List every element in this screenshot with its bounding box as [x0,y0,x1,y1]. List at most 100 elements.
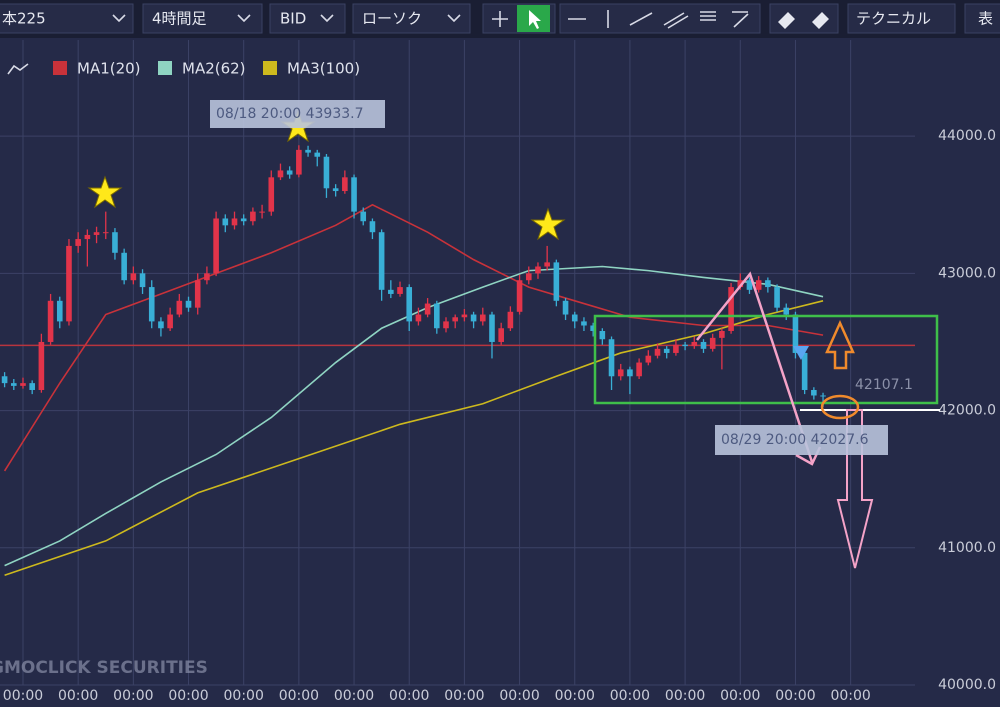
x-tick-label: 00:00 [389,688,429,704]
candle-body [56,300,63,322]
x-tick-label: 00:00 [224,688,264,704]
candle-body [369,221,376,233]
chevron [320,14,334,23]
candle-body [305,149,311,153]
candle-body [1,376,8,384]
legend-label: MA3(100) [287,60,360,78]
candle-body [452,317,459,322]
candle-body [581,321,587,326]
candle-body [765,280,771,288]
candle-body [728,287,734,331]
candle-body [820,395,826,397]
crosshair-label: 08/18 20:00 43933.7 [216,106,364,122]
candle-body [66,245,72,322]
candle-body [406,287,413,322]
candle-body [277,170,284,178]
crosshair-label-box [210,100,385,128]
candle-body [489,314,495,342]
candle-body [240,218,247,222]
candle-body [617,369,624,377]
candle-body [461,314,468,318]
candle-body [553,262,560,301]
candle-body [811,389,817,396]
y-tick-label: 41000.0 [938,540,996,556]
candle-body [148,287,155,322]
x-tick-label: 00:00 [168,688,208,704]
candle-body [737,280,744,288]
x-tick-label: 00:00 [610,688,650,704]
candle-body [314,152,321,157]
candle-body [29,383,35,390]
legend-label: MA1(20) [77,60,141,78]
legend-label: MA2(62) [182,60,246,78]
x-tick-label: 00:00 [58,688,98,704]
chevron [237,14,251,23]
draw-tools[interactable] [559,3,761,34]
candle-body [479,314,486,322]
candle-body [645,355,652,363]
candle-body [525,273,532,281]
y-tick-label: 40000.0 [938,677,996,693]
candle-body [700,341,707,349]
x-tick-label: 00:00 [665,688,705,704]
table-button[interactable] [964,3,1000,34]
x-tick-label: 00:00 [775,688,815,704]
candle-body [378,232,385,290]
x-tick-label: 00:00 [720,688,760,704]
candle-body [636,362,642,377]
x-tick-label: 00:00 [830,688,870,704]
ma-line [3,203,824,472]
symbol-select[interactable] [0,3,134,34]
x-tick-label: 00:00 [3,688,43,704]
candle-body [719,330,725,338]
candle-body [397,287,403,294]
candle-body [498,328,504,342]
candle-body [792,314,799,353]
candle-body [388,289,394,294]
candle-body [194,280,201,308]
candle-body [250,211,256,222]
candle-body [323,156,330,189]
candle-body [351,177,357,212]
candle-body [93,232,100,235]
candle-body [102,232,109,234]
circle-mark [820,394,860,420]
candle-body [590,325,596,331]
candle-body [75,239,81,246]
candle-body [332,188,339,192]
candle-body [167,314,173,329]
candle-body [204,273,210,281]
chevron [112,14,126,23]
drawn-arrow [696,271,814,463]
range-box [593,314,939,405]
price-select[interactable] [269,3,346,34]
candle-body [176,300,183,315]
table-label: 表 [978,10,993,28]
candle-body [571,314,578,322]
candle-body [424,303,431,315]
candle-body [121,252,127,281]
technical-button[interactable] [847,3,956,34]
candle-body [470,314,477,322]
candle-body [47,300,54,342]
candle-body [259,211,265,213]
candle-body [360,211,367,222]
up-arrow [825,319,855,370]
watermark: GMOCLICK SECURITIES [0,658,208,678]
candle-body [627,369,633,377]
crosshair-tool[interactable] [492,11,508,27]
candle-body [130,273,137,281]
candle-body [38,341,45,390]
ma-line [4,300,824,576]
technical-label: テクニカル [856,10,931,28]
candle-body [286,170,293,175]
candle-body [158,321,164,329]
candle-body [599,330,606,340]
candle-body [516,280,523,312]
price-type: BID [280,10,306,28]
x-tick-label: 00:00 [334,688,374,704]
symbol: 本225 [2,10,46,28]
chart-style: ローソク [362,10,422,28]
y-tick-label: 42000.0 [938,403,996,419]
